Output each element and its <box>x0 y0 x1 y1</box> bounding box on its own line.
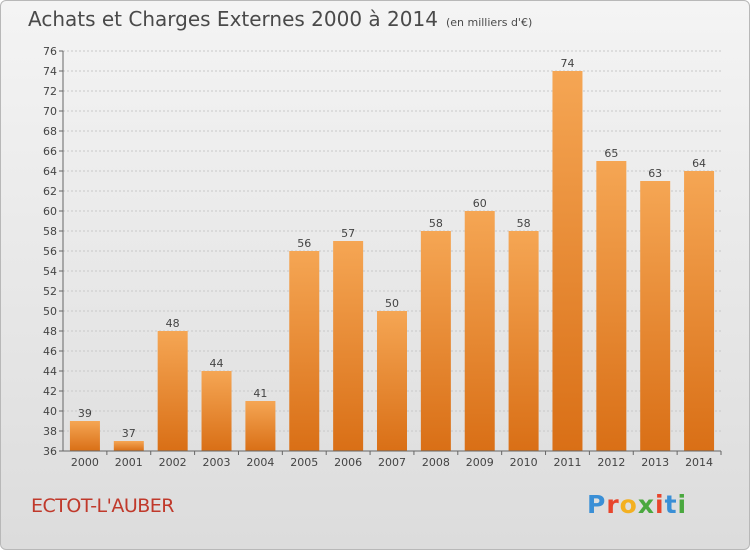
y-tick-label: 62 <box>43 185 57 198</box>
bar-value-label: 65 <box>604 147 618 160</box>
bar <box>640 181 671 451</box>
y-axis: 36 38 40 42 44 46 48 50 52 54 56 58 60 62 64 66 68 70 72 74… <box>43 45 64 458</box>
bar-value-label: 37 <box>122 427 136 440</box>
y-tick-label: 36 <box>43 445 57 458</box>
bar-value-label: 58 <box>517 217 531 230</box>
bar-value-label: 48 <box>166 317 180 330</box>
x-tick-label: 2012 <box>597 456 625 469</box>
x-axis: 2000 2001 2002 2003 2004 2005 2006 2007 2008 2009… <box>63 450 722 469</box>
bar <box>113 441 144 451</box>
proxiti-logo-letter: t <box>664 490 678 519</box>
x-tick-label: 2007 <box>378 456 406 469</box>
bar <box>333 241 364 451</box>
bar-value-label: 39 <box>78 407 92 420</box>
x-tick-label: 2009 <box>466 456 494 469</box>
bar <box>552 71 583 451</box>
bar-value-label: 63 <box>648 167 662 180</box>
y-tick-label: 64 <box>43 165 57 178</box>
proxiti-logo-letter: P <box>587 490 607 519</box>
y-tick-label: 50 <box>43 305 57 318</box>
x-tick-label: 2001 <box>115 456 143 469</box>
commune-name: ECTOT-L'AUBER <box>31 495 175 517</box>
x-tick-label: 2003 <box>203 456 231 469</box>
y-tick-label: 76 <box>43 45 57 58</box>
y-tick-label: 56 <box>43 245 57 258</box>
y-tick-label: 44 <box>43 365 57 378</box>
y-tick-label: 58 <box>43 225 57 238</box>
x-tick-label: 2011 <box>553 456 581 469</box>
bar <box>464 211 495 451</box>
bar <box>420 231 451 451</box>
x-tick-label: 2013 <box>641 456 669 469</box>
y-tick-label: 60 <box>43 205 57 218</box>
proxiti-logo-letter: o <box>619 490 638 519</box>
y-tick-label: 68 <box>43 125 57 138</box>
x-tick-label: 2008 <box>422 456 450 469</box>
y-tick-label: 52 <box>43 285 57 298</box>
y-tick-label: 46 <box>43 345 57 358</box>
bar-value-label: 50 <box>385 297 399 310</box>
proxiti-logo-letter: i <box>655 490 665 519</box>
bar <box>157 331 188 451</box>
proxiti-logo-letter: x <box>637 490 655 519</box>
chart-title-unit: (en milliers d'€) <box>445 16 533 29</box>
bar-value-label: 56 <box>297 237 311 250</box>
y-tick-label: 72 <box>43 85 57 98</box>
bar-value-label: 44 <box>210 357 224 370</box>
y-tick-label: 40 <box>43 405 57 418</box>
proxiti-logo[interactable]: Proxiti <box>587 490 687 519</box>
x-tick-label: 2005 <box>290 456 318 469</box>
bar <box>508 231 539 451</box>
x-tick-label: 2002 <box>159 456 187 469</box>
y-tick-label: 74 <box>43 65 57 78</box>
x-tick-label: 2014 <box>685 456 713 469</box>
bar <box>245 401 276 451</box>
y-tick-label: 66 <box>43 145 57 158</box>
proxiti-logo-letter: i <box>677 490 688 519</box>
bar <box>596 161 627 451</box>
x-tick-label: 2004 <box>246 456 274 469</box>
y-tick-label: 38 <box>43 425 57 438</box>
bar-value-label: 58 <box>429 217 443 230</box>
proxiti-logo-letter: r <box>606 490 620 519</box>
bar-value-label: 41 <box>253 387 267 400</box>
chart-title-main: Achats et Charges Externes 2000 à 2014 <box>28 7 438 31</box>
x-tick-label: 2006 <box>334 456 362 469</box>
bars: 39 37 48 44 41 56 57 50 58 60 58 74 65 63 64 <box>69 57 715 451</box>
bar <box>289 251 320 451</box>
x-tick-label: 2000 <box>71 456 99 469</box>
bar <box>684 171 715 451</box>
bar <box>69 421 100 451</box>
y-tick-label: 70 <box>43 105 57 118</box>
bar <box>377 311 407 451</box>
x-tick-label: 2010 <box>510 456 538 469</box>
y-tick-label: 54 <box>43 265 57 278</box>
y-tick-label: 48 <box>43 325 57 338</box>
chart-title: Achats et Charges Externes 2000 à 2014 (e… <box>28 7 532 31</box>
bar-value-label: 57 <box>341 227 355 240</box>
y-tick-label: 42 <box>43 385 57 398</box>
bar-value-label: 74 <box>560 57 574 70</box>
bar-value-label: 64 <box>692 157 706 170</box>
bar <box>201 371 232 451</box>
bar-value-label: 60 <box>473 197 487 210</box>
